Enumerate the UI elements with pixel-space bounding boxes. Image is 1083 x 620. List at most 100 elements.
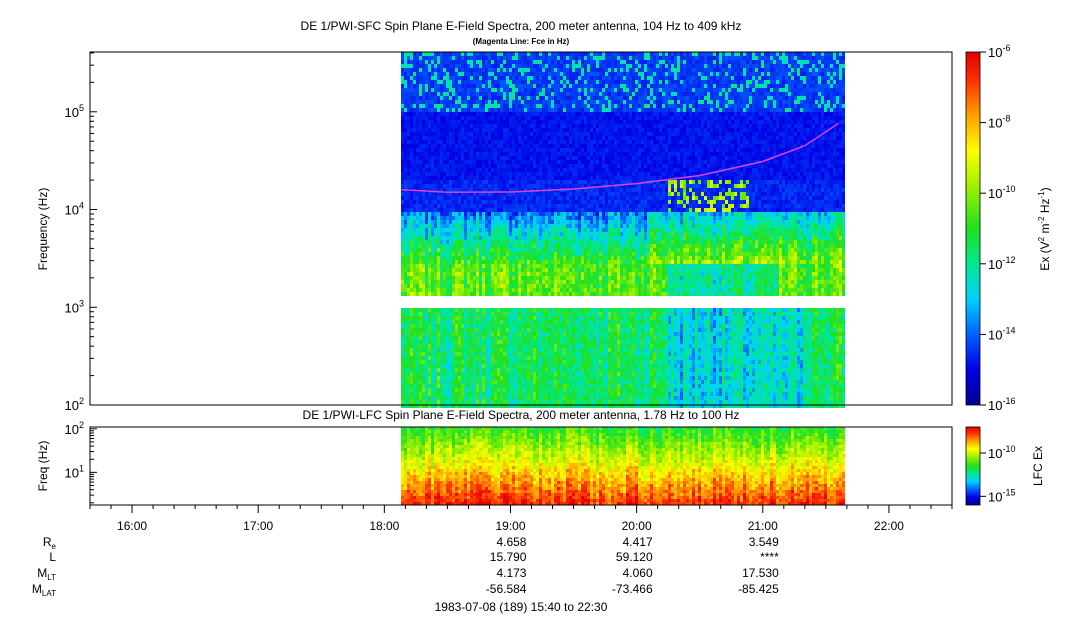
sfc-spectrogram-cell bbox=[506, 112, 510, 116]
sfc-spectrogram-cell bbox=[482, 388, 486, 392]
sfc-spectrogram-cell bbox=[566, 360, 570, 364]
sfc-spectrogram-cell bbox=[518, 264, 522, 268]
sfc-spectrogram-cell bbox=[425, 356, 429, 360]
sfc-spectrogram-cell bbox=[521, 316, 525, 320]
sfc-spectrogram-cell bbox=[470, 164, 474, 168]
sfc-spectrogram-cell bbox=[485, 316, 489, 320]
sfc-spectrogram-cell bbox=[452, 376, 456, 380]
sfc-spectrogram-cell bbox=[506, 92, 510, 96]
sfc-spectrogram-cell bbox=[554, 172, 558, 176]
sfc-spectrogram-cell bbox=[428, 136, 432, 140]
sfc-spectrogram-cell bbox=[557, 208, 561, 212]
sfc-spectrogram-cell bbox=[410, 368, 414, 372]
sfc-spectrogram-cell bbox=[467, 332, 471, 336]
sfc-spectrogram-cell bbox=[461, 340, 465, 344]
sfc-spectrogram-cell bbox=[443, 108, 447, 112]
sfc-spectrogram-cell bbox=[458, 136, 462, 140]
sfc-spectrogram-cell bbox=[443, 392, 447, 396]
sfc-spectrogram-cell bbox=[473, 264, 477, 268]
sfc-spectrogram-cell bbox=[518, 200, 522, 204]
sfc-spectrogram-cell bbox=[422, 100, 426, 104]
sfc-spectrogram-cell bbox=[479, 100, 483, 104]
sfc-spectrogram-cell bbox=[419, 108, 423, 112]
sfc-spectrogram-cell bbox=[515, 276, 519, 280]
sfc-spectrogram-cell bbox=[500, 380, 504, 384]
sfc-spectrogram-cell bbox=[533, 160, 537, 164]
sfc-spectrogram-cell bbox=[542, 344, 546, 348]
sfc-spectrogram-cell bbox=[518, 360, 522, 364]
sfc-spectrogram-cell bbox=[488, 288, 492, 292]
sfc-spectrogram-cell bbox=[557, 212, 561, 216]
sfc-spectrogram-cell bbox=[470, 224, 474, 228]
sfc-spectrogram-cell bbox=[491, 384, 495, 388]
sfc-spectrogram-cell bbox=[530, 140, 534, 144]
sfc-spectrogram-cell bbox=[485, 368, 489, 372]
sfc-spectrogram-cell bbox=[491, 364, 495, 368]
sfc-spectrogram-cell bbox=[464, 404, 468, 408]
sfc-spectrogram-cell bbox=[548, 172, 552, 176]
sfc-spectrogram-cell bbox=[407, 336, 411, 340]
sfc-spectrogram-cell bbox=[569, 324, 573, 328]
sfc-spectrogram-cell bbox=[476, 80, 480, 84]
sfc-spectrogram-cell bbox=[521, 228, 525, 232]
sfc-spectrogram-cell bbox=[467, 360, 471, 364]
sfc-spectrogram-cell bbox=[557, 360, 561, 364]
sfc-spectrogram-cell bbox=[410, 252, 414, 256]
sfc-spectrogram-cell bbox=[497, 332, 501, 336]
sfc-spectrogram-cell bbox=[482, 80, 486, 84]
sfc-spectrogram-cell bbox=[527, 396, 531, 400]
sfc-spectrogram-cell bbox=[446, 52, 450, 56]
sfc-spectrogram-cell bbox=[452, 172, 456, 176]
sfc-spectrogram-cell bbox=[488, 128, 492, 132]
sfc-spectrogram-cell bbox=[449, 60, 453, 64]
sfc-spectrogram-cell bbox=[494, 160, 498, 164]
sfc-spectrogram-cell bbox=[521, 100, 525, 104]
sfc-spectrogram-cell bbox=[416, 360, 420, 364]
sfc-spectrogram-cell bbox=[440, 52, 444, 56]
sfc-spectrogram-cell bbox=[536, 276, 540, 280]
sfc-spectrogram-cell bbox=[413, 156, 417, 160]
sfc-spectrogram-cell bbox=[575, 60, 579, 64]
sfc-spectrogram-cell bbox=[485, 348, 489, 352]
sfc-spectrogram-cell bbox=[533, 188, 537, 192]
sfc-spectrogram-cell bbox=[422, 328, 426, 332]
sfc-spectrogram-cell bbox=[464, 376, 468, 380]
sfc-spectrogram-cell bbox=[422, 320, 426, 324]
sfc-spectrogram-cell bbox=[566, 180, 570, 184]
sfc-spectrogram-cell bbox=[410, 96, 414, 100]
sfc-spectrogram-cell bbox=[485, 320, 489, 324]
sfc-spectrogram-cell bbox=[470, 388, 474, 392]
sfc-spectrogram-cell bbox=[551, 164, 555, 168]
sfc-spectrogram-cell bbox=[476, 192, 480, 196]
sfc-spectrogram-cell bbox=[455, 196, 459, 200]
sfc-spectrogram-cell bbox=[428, 56, 432, 60]
sfc-spectrogram-cell bbox=[461, 84, 465, 88]
sfc-spectrogram-cell bbox=[509, 160, 513, 164]
sfc-spectrogram-cell bbox=[449, 212, 453, 216]
sfc-spectrogram-cell bbox=[509, 176, 513, 180]
sfc-spectrogram-cell bbox=[416, 368, 420, 372]
sfc-spectrogram-cell bbox=[443, 104, 447, 108]
sfc-spectrogram-cell bbox=[536, 116, 540, 120]
sfc-spectrogram-cell bbox=[518, 84, 522, 88]
sfc-spectrogram-cell bbox=[551, 84, 555, 88]
sfc-spectrogram-cell bbox=[422, 384, 426, 388]
sfc-spectrogram-cell bbox=[410, 148, 414, 152]
sfc-spectrogram-cell bbox=[458, 324, 462, 328]
sfc-spectrogram-cell bbox=[542, 256, 546, 260]
sfc-spectrogram-cell bbox=[560, 144, 564, 148]
sfc-spectrogram-cell bbox=[512, 120, 516, 124]
sfc-spectrogram-cell bbox=[473, 280, 477, 284]
sfc-spectrogram-cell bbox=[518, 316, 522, 320]
sfc-spectrogram-cell bbox=[470, 204, 474, 208]
sfc-spectrogram-cell bbox=[563, 176, 567, 180]
sfc-spectrogram-cell bbox=[413, 76, 417, 80]
sfc-spectrogram-cell bbox=[515, 380, 519, 384]
sfc-spectrogram-cell bbox=[419, 84, 423, 88]
sfc-spectrogram-cell bbox=[575, 68, 579, 72]
sfc-spectrogram-cell bbox=[479, 348, 483, 352]
sfc-spectrogram-cell bbox=[428, 276, 432, 280]
sfc-spectrogram-cell bbox=[551, 272, 555, 276]
sfc-spectrogram-cell bbox=[536, 68, 540, 72]
sfc-spectrogram-cell bbox=[509, 72, 513, 76]
